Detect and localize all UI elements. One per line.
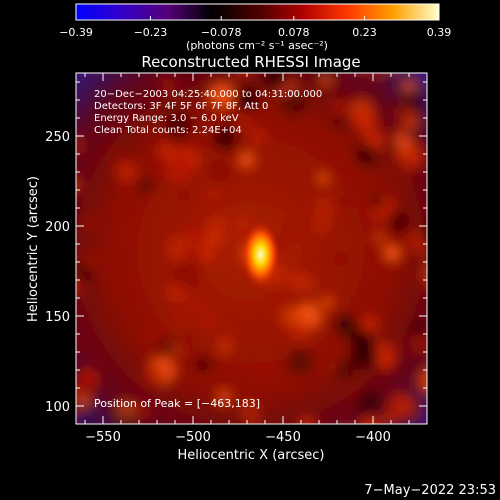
x-axis-label: Heliocentric X (arcsec) <box>178 448 325 463</box>
info-line: 20−Dec−2003 04:25:40.000 to 04:31:00.000 <box>94 89 322 100</box>
x-tick-label: −450 <box>265 430 301 445</box>
peak-position-label: Position of Peak = [−463,183] <box>94 397 260 410</box>
y-tick-label: 150 <box>45 310 70 325</box>
y-tick-label: 250 <box>45 130 70 145</box>
x-tick-label: −400 <box>355 430 391 445</box>
peak-source <box>240 220 281 289</box>
footer-date: 7−May−2022 23:53 <box>364 483 496 498</box>
colorbar-tick-label: −0.39 <box>59 26 93 39</box>
colorbar-unit-label: (photons cm⁻² s⁻¹ asec⁻²) <box>186 39 328 52</box>
colorbar-tick-label: 0.39 <box>427 26 452 39</box>
info-line: Energy Range: 3.0 − 6.0 keV <box>94 113 239 124</box>
observation-info: 20−Dec−2003 04:25:40.000 to 04:31:00.000… <box>94 89 322 136</box>
colorbar-ticks: −0.39 −0.23 −0.078 0.078 0.23 0.39 <box>59 16 451 39</box>
colorbar-tick-label: 0.078 <box>278 26 310 39</box>
info-line: Detectors: 3F 4F 5F 6F 7F 8F, Att 0 <box>94 101 268 112</box>
info-line: Clean Total counts: 2.24E+04 <box>94 125 242 136</box>
colorbar-tick-label: −0.078 <box>201 26 242 39</box>
y-tick-label: 200 <box>45 220 70 235</box>
x-tick-label: −550 <box>85 430 121 445</box>
x-tick-label: −500 <box>175 430 211 445</box>
colorbar <box>75 3 440 21</box>
plot-frame <box>75 72 428 425</box>
y-tick-label: 100 <box>45 400 70 415</box>
y-axis-label: Heliocentric Y (arcsec) <box>26 176 41 322</box>
chart-title: Reconstructed RHESSI Image <box>141 53 360 71</box>
colorbar-tick-label: 0.23 <box>352 26 377 39</box>
axis-ticks: −550 −500 −450 −400 100 150 200 250 <box>45 73 428 445</box>
colorbar-tick-label: −0.23 <box>134 26 168 39</box>
